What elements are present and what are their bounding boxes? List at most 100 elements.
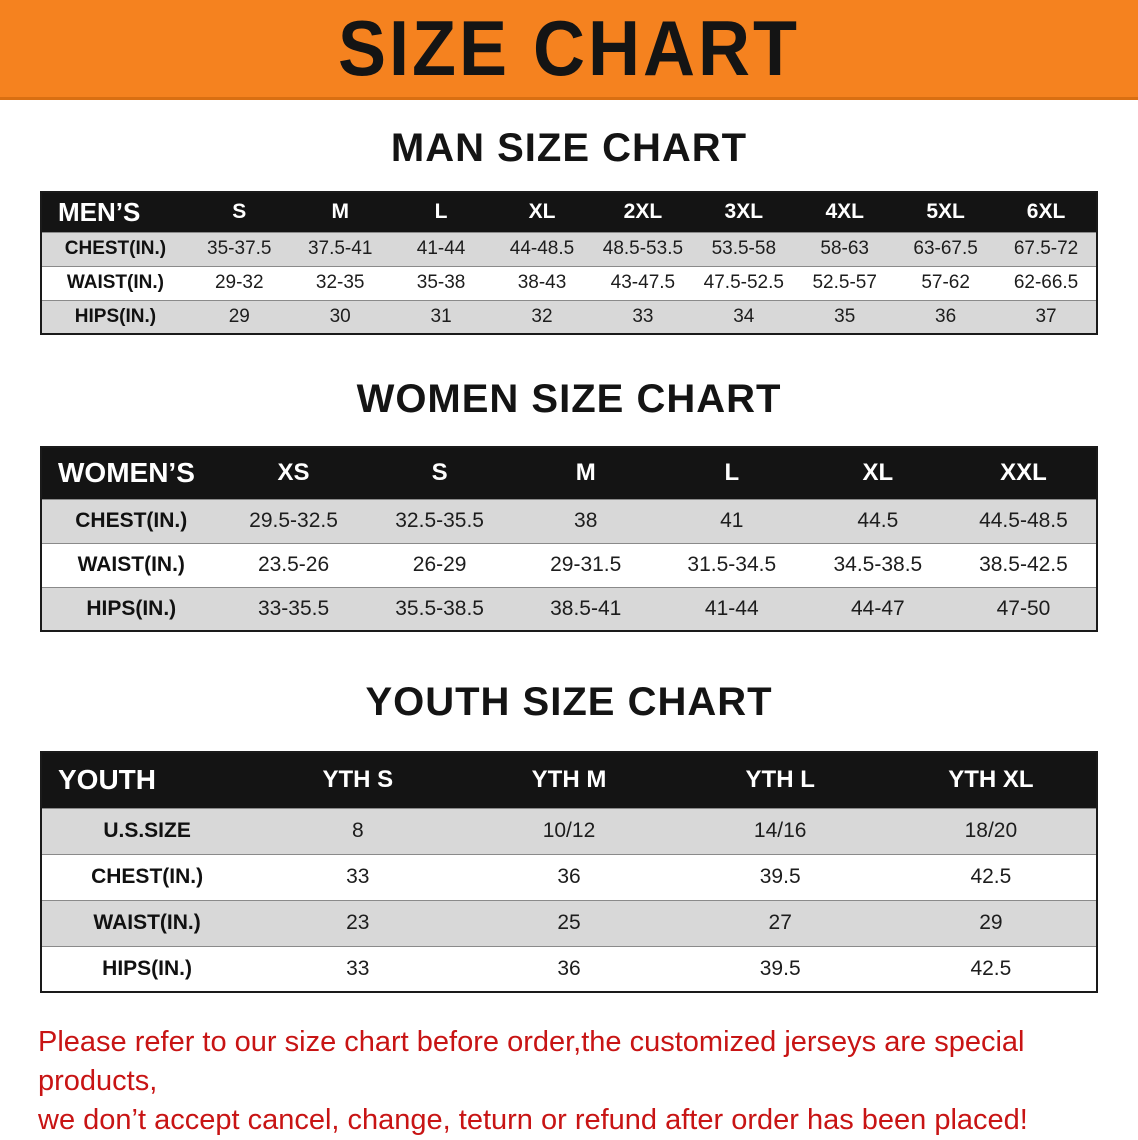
- table-row: HIPS(IN.) 33-35.5 35.5-38.5 38.5-41 41-44 44-…: [41, 586, 1097, 631]
- womens-table-container: WOMEN’S XS S M L XL XXL CHEST(IN.) 29.5-32.5 32.5…: [40, 446, 1098, 632]
- size-cell: 47-50: [950, 586, 1097, 631]
- size-cell: 26-29: [366, 542, 513, 587]
- man-section-title: MAN SIZE CHART: [390, 126, 748, 170]
- size-cell: 33: [252, 945, 464, 992]
- column-header: YTH XL: [885, 752, 1097, 808]
- column-header: YTH L: [674, 752, 886, 808]
- size-cell: 57-62: [895, 265, 997, 300]
- size-cell: 58-63: [794, 231, 896, 266]
- table-row: CHEST(IN.) 35-37.5 37.5-41 41-44 44-48.5 48.5…: [41, 231, 1097, 266]
- size-cell: 41-44: [390, 231, 492, 266]
- size-cell: 44-48.5: [491, 231, 593, 266]
- size-cell: 47.5-52.5: [693, 265, 795, 300]
- table-row: HIPS(IN.) 29 30 31 32 33 34 35 36 37: [41, 299, 1097, 334]
- size-cell: 32-35: [289, 265, 391, 300]
- size-cell: 35-37.5: [188, 231, 290, 266]
- size-cell: 27: [674, 899, 886, 946]
- row-label: HIPS(IN.): [41, 586, 221, 631]
- youth-size-section: YOUTH SIZE CHART YOUTH YTH S YTH M YTH L YTH…: [0, 680, 1138, 993]
- row-label: HIPS(IN.): [41, 945, 253, 992]
- size-cell: 36: [463, 945, 675, 992]
- column-header: L: [658, 447, 805, 499]
- size-cell: 44.5-48.5: [950, 498, 1097, 543]
- table-row: WAIST(IN.) 23.5-26 26-29 29-31.5 31.5-34.5 34…: [41, 542, 1097, 587]
- womens-header-label: WOMEN’S: [41, 447, 221, 499]
- column-header: XL: [491, 192, 593, 232]
- youth-header-row: YOUTH YTH S YTH M YTH L YTH XL: [41, 752, 1097, 808]
- row-label: U.S.SIZE: [41, 807, 253, 854]
- row-label: WAIST(IN.): [41, 265, 189, 300]
- column-header: 3XL: [693, 192, 795, 232]
- column-header: 6XL: [996, 192, 1097, 232]
- size-cell: 29: [885, 899, 1097, 946]
- size-cell: 14/16: [674, 807, 886, 854]
- size-cell: 44-47: [804, 586, 951, 631]
- size-cell: 42.5: [885, 853, 1097, 900]
- size-cell: 23.5-26: [220, 542, 367, 587]
- size-cell: 38: [512, 498, 659, 543]
- size-cell: 67.5-72: [996, 231, 1097, 266]
- size-cell: 48.5-53.5: [592, 231, 694, 266]
- disclaimer-line-1: Please refer to our size chart before or…: [38, 1026, 1025, 1098]
- column-header: 5XL: [895, 192, 997, 232]
- table-row: CHEST(IN.) 33 36 39.5 42.5: [41, 853, 1097, 900]
- size-cell: 53.5-58: [693, 231, 795, 266]
- youth-header-label: YOUTH: [41, 752, 253, 808]
- size-cell: 38.5-42.5: [950, 542, 1097, 587]
- column-header: XXL: [950, 447, 1097, 499]
- size-cell: 33: [252, 853, 464, 900]
- size-cell: 37: [996, 299, 1097, 334]
- size-cell: 33: [592, 299, 694, 334]
- table-row: HIPS(IN.) 33 36 39.5 42.5: [41, 945, 1097, 992]
- mens-header-label: MEN’S: [41, 192, 189, 232]
- size-cell: 44.5: [804, 498, 951, 543]
- womens-size-table: WOMEN’S XS S M L XL XXL CHEST(IN.) 29.5-32.5 32.5…: [40, 446, 1098, 632]
- column-header: L: [390, 192, 492, 232]
- size-cell: 31.5-34.5: [658, 542, 805, 587]
- row-label: CHEST(IN.): [41, 853, 253, 900]
- size-cell: 29-31.5: [512, 542, 659, 587]
- size-cell: 8: [252, 807, 464, 854]
- size-cell: 36: [895, 299, 997, 334]
- man-size-section: MAN SIZE CHART MEN’S S M L XL 2XL 3XL 4XL 5XL 6XL…: [0, 126, 1138, 335]
- column-header: M: [512, 447, 659, 499]
- column-header: YTH M: [463, 752, 675, 808]
- women-size-section: WOMEN SIZE CHART WOMEN’S XS S M L XL XXL CHEST(…: [0, 377, 1138, 632]
- size-cell: 42.5: [885, 945, 1097, 992]
- size-cell: 29-32: [188, 265, 290, 300]
- disclaimer-line-2: we don’t accept cancel, change, teturn o…: [38, 1104, 1028, 1137]
- size-cell: 32.5-35.5: [366, 498, 513, 543]
- mens-header-row: MEN’S S M L XL 2XL 3XL 4XL 5XL 6XL: [41, 192, 1097, 232]
- column-header: YTH S: [252, 752, 464, 808]
- size-cell: 38-43: [491, 265, 593, 300]
- mens-size-table: MEN’S S M L XL 2XL 3XL 4XL 5XL 6XL CHEST(IN.) 35-37…: [40, 191, 1098, 335]
- size-cell: 35: [794, 299, 896, 334]
- column-header: 4XL: [794, 192, 896, 232]
- youth-section-title: YOUTH SIZE CHART: [365, 680, 773, 724]
- row-label: WAIST(IN.): [41, 899, 253, 946]
- disclaimer-text: Please refer to our size chart before or…: [0, 1023, 1138, 1140]
- size-cell: 32: [491, 299, 593, 334]
- size-cell: 62-66.5: [996, 265, 1097, 300]
- column-header: XS: [220, 447, 367, 499]
- size-cell: 23: [252, 899, 464, 946]
- size-cell: 25: [463, 899, 675, 946]
- row-label: HIPS(IN.): [41, 299, 189, 334]
- size-cell: 39.5: [674, 853, 886, 900]
- women-section-title: WOMEN SIZE CHART: [356, 377, 782, 421]
- size-cell: 18/20: [885, 807, 1097, 854]
- size-cell: 35.5-38.5: [366, 586, 513, 631]
- size-cell: 31: [390, 299, 492, 334]
- size-cell: 39.5: [674, 945, 886, 992]
- youth-table-container: YOUTH YTH S YTH M YTH L YTH XL U.S.SIZE 8 10/12…: [40, 751, 1098, 993]
- size-cell: 52.5-57: [794, 265, 896, 300]
- row-label: WAIST(IN.): [41, 542, 221, 587]
- size-cell: 63-67.5: [895, 231, 997, 266]
- column-header: S: [188, 192, 290, 232]
- mens-table-container: MEN’S S M L XL 2XL 3XL 4XL 5XL 6XL CHEST(IN.) 35-37…: [40, 191, 1098, 335]
- youth-size-table: YOUTH YTH S YTH M YTH L YTH XL U.S.SIZE 8 10/12…: [40, 751, 1098, 993]
- size-cell: 35-38: [390, 265, 492, 300]
- column-header: XL: [804, 447, 951, 499]
- size-cell: 29: [188, 299, 290, 334]
- size-cell: 43-47.5: [592, 265, 694, 300]
